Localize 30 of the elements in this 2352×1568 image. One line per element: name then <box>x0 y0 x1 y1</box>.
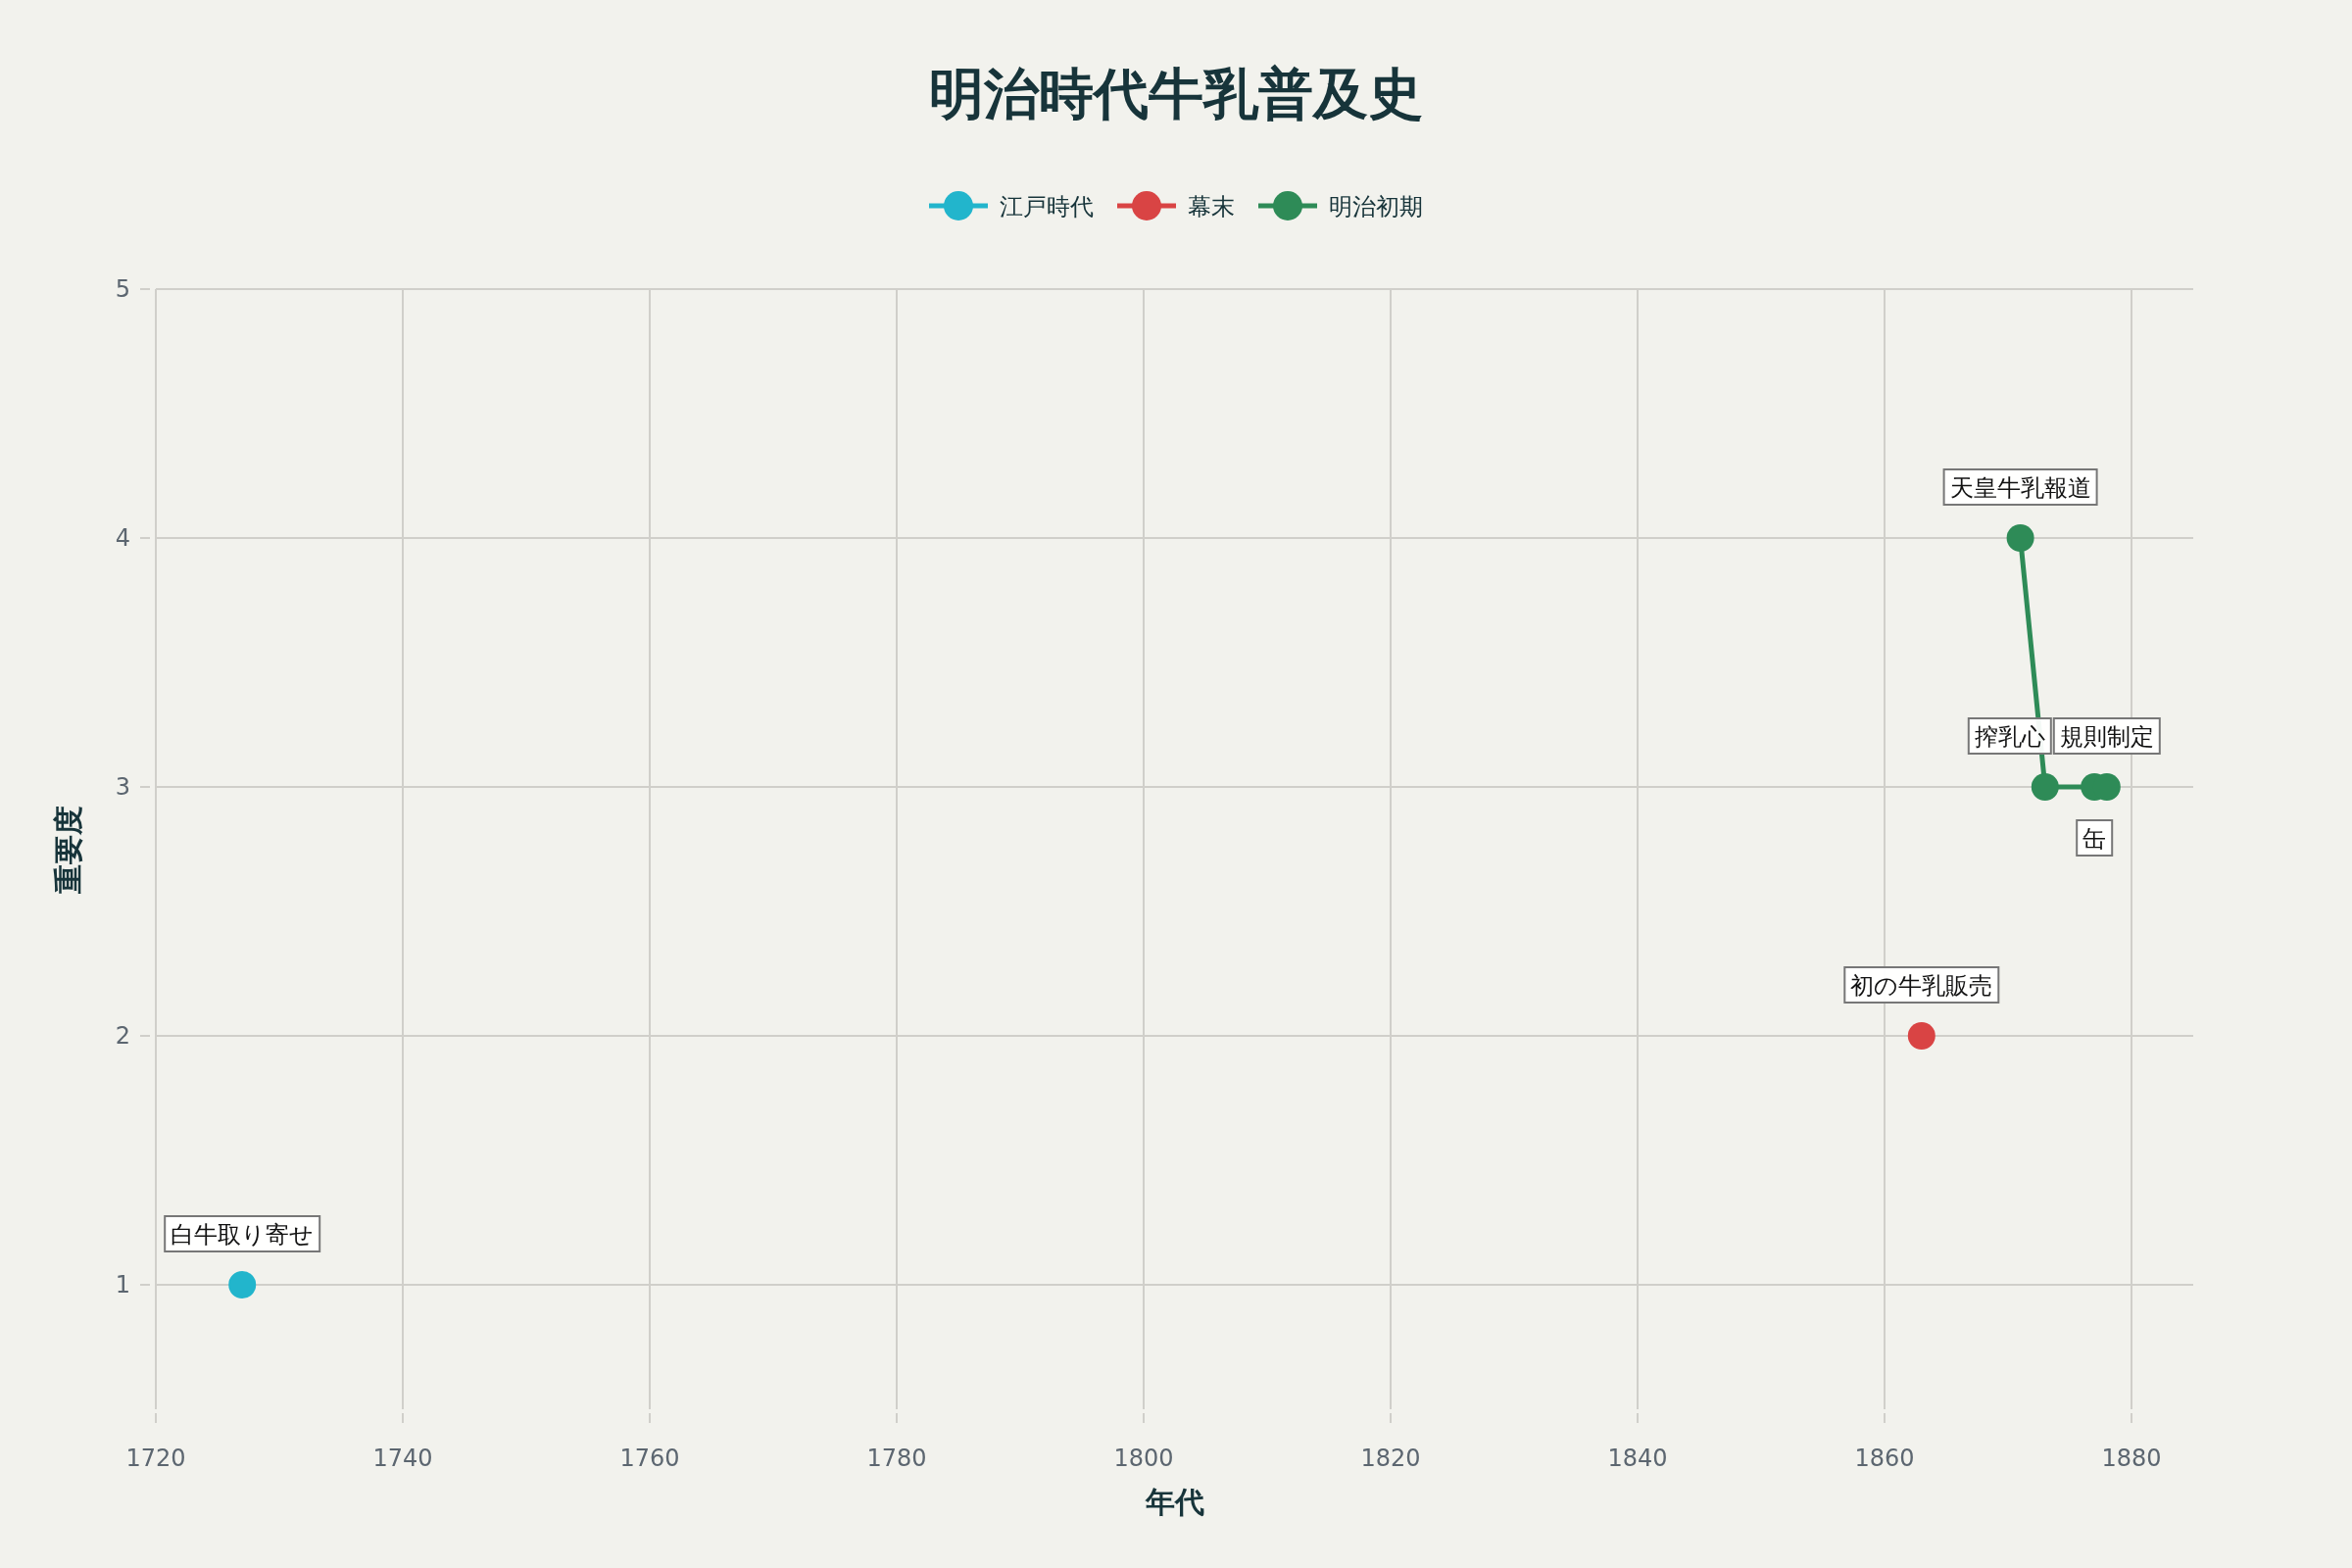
annotation: 搾乳心 <box>1974 722 2045 751</box>
x-tick-label: 1780 <box>866 1445 927 1472</box>
y-tick-label: 2 <box>115 1022 130 1050</box>
chart-title: 明治時代牛乳普及史 <box>929 62 1423 125</box>
annotation: 缶 <box>2082 824 2107 853</box>
x-tick-label: 1760 <box>619 1445 680 1472</box>
x-tick-label: 1820 <box>1360 1445 1421 1472</box>
y-tick-label: 4 <box>115 524 130 552</box>
x-tick-label: 1740 <box>372 1445 433 1472</box>
annotation: 規則制定 <box>2059 722 2154 751</box>
legend-label: 幕末 <box>1188 193 1235 220</box>
annotation: 初の牛乳販売 <box>1850 971 1993 1000</box>
y-tick-label: 5 <box>115 275 130 303</box>
point <box>1907 1022 1936 1050</box>
x-axis-title: 年代 <box>1144 1485 1204 1519</box>
x-tick-label: 1840 <box>1607 1445 1668 1472</box>
annotation: 天皇牛乳報道 <box>1949 473 2091 502</box>
y-tick-label: 3 <box>115 773 130 801</box>
y-axis-title: 重要度 <box>51 805 85 894</box>
legend-label: 明治初期 <box>1329 193 1423 220</box>
x-tick-label: 1720 <box>125 1445 186 1472</box>
point <box>2031 773 2059 801</box>
point <box>2006 524 2034 552</box>
x-tick-label: 1800 <box>1113 1445 1174 1472</box>
x-tick-label: 1860 <box>1854 1445 1915 1472</box>
y-tick-label: 1 <box>115 1271 130 1298</box>
annotation: 白牛取り寄せ <box>171 1220 315 1249</box>
legend-label: 江戸時代 <box>1000 193 1094 220</box>
x-tick-label: 1880 <box>2101 1445 2162 1472</box>
point <box>228 1271 257 1298</box>
